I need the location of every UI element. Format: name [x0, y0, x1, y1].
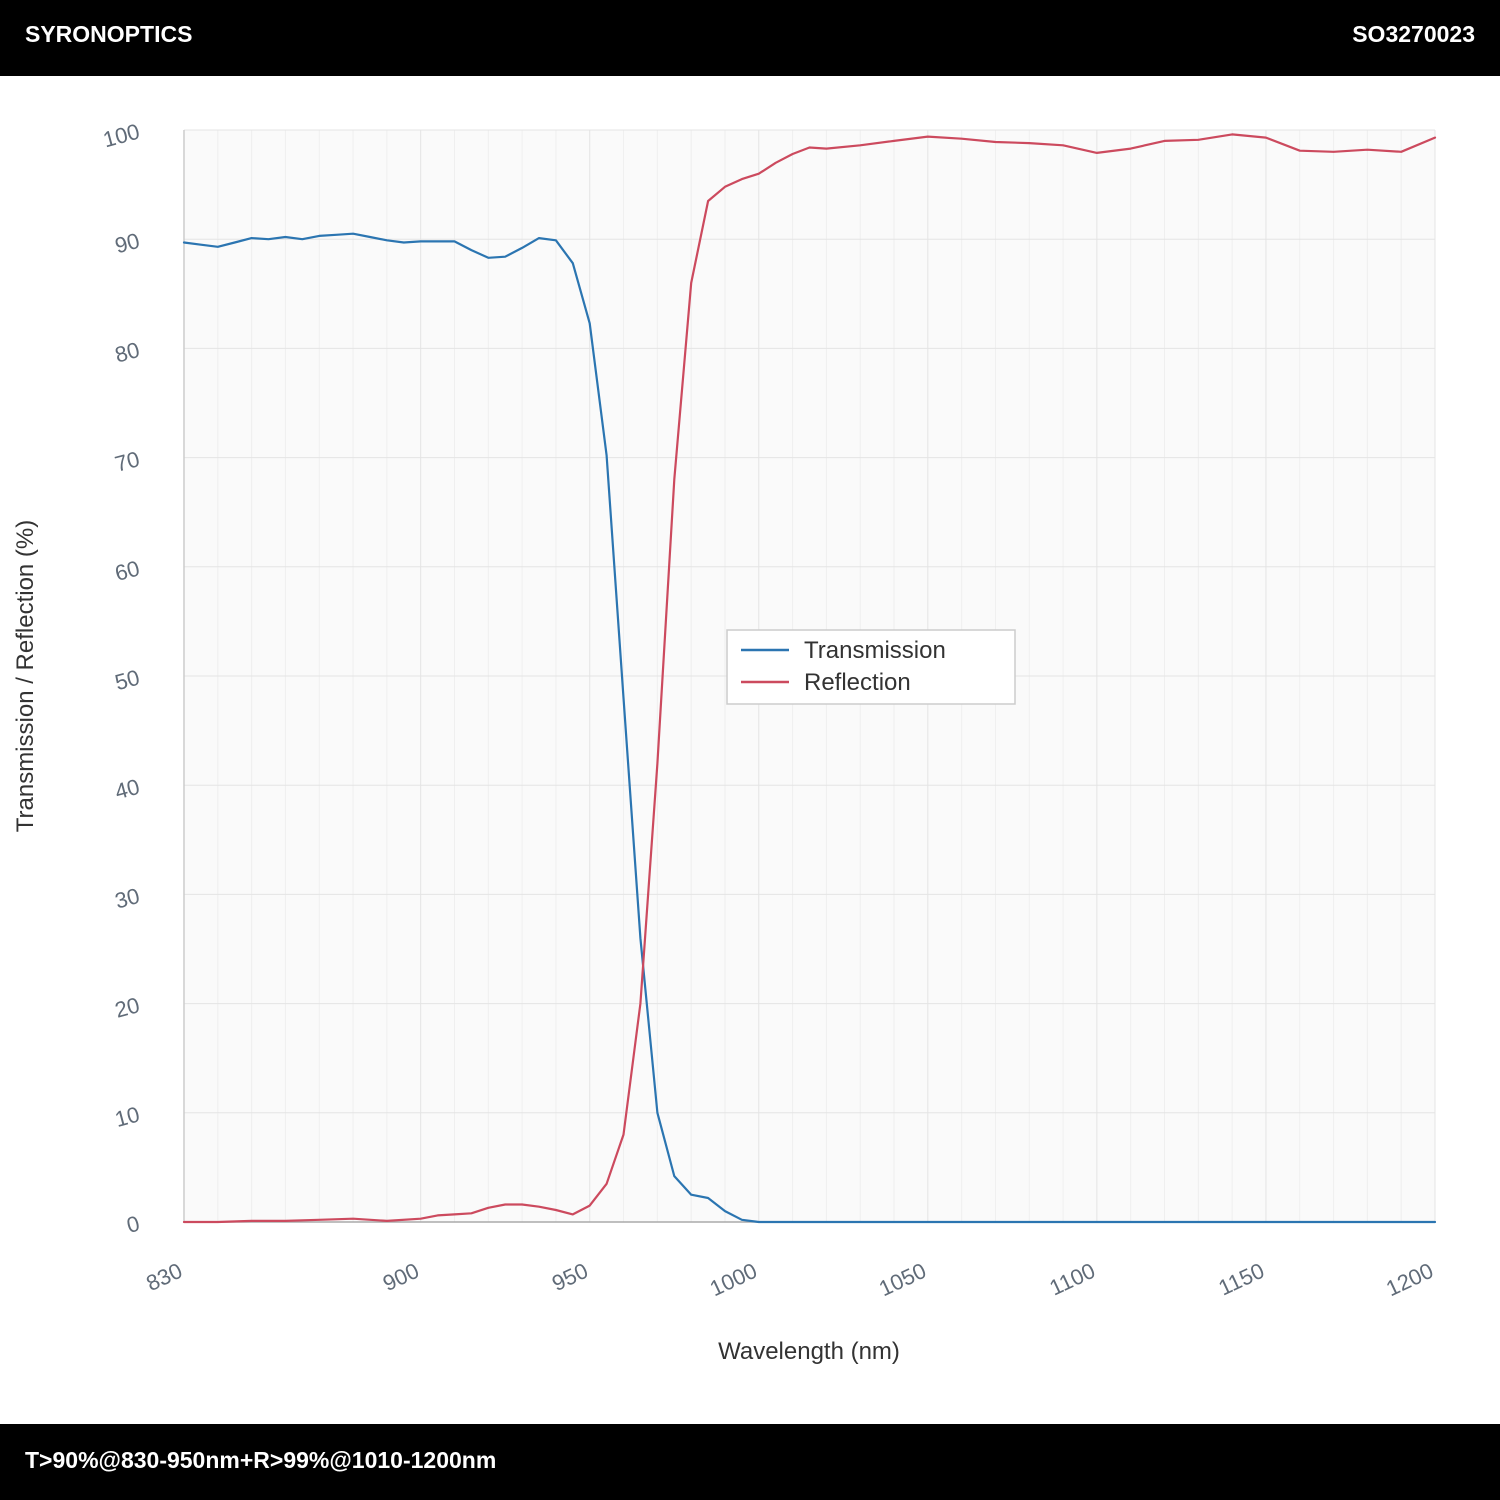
y-axis-label: Transmission / Reflection (%) [12, 520, 39, 833]
footer-bar: T>90%@830-950nm+R>99%@1010-1200nm [0, 1424, 1500, 1500]
series-line-transmission [182, 232, 1437, 1224]
y-tick-label: 100 [100, 119, 142, 153]
y-tick-label: 60 [112, 555, 142, 585]
legend-label-reflection: Reflection [804, 669, 911, 696]
y-tick-label: 80 [112, 337, 142, 367]
y-tick-label: 50 [112, 665, 142, 695]
x-tick-label: 1200 [1382, 1258, 1437, 1301]
x-tick-label: 1100 [1046, 1258, 1099, 1301]
y-tick-label: 30 [112, 883, 142, 913]
x-axis-label: Wavelength (nm) [718, 1338, 900, 1365]
header-bar: SYRONOPTICS SO3270023 [0, 0, 1500, 76]
y-tick-label: 0 [124, 1211, 142, 1238]
horizontal-gridlines [184, 129, 1435, 1114]
brand-name: SYRONOPTICS [25, 21, 193, 47]
y-tick-label: 10 [112, 1101, 142, 1131]
spectrum-chart: 0 10 20 30 40 50 60 70 80 90 100 830 900 950 1000 1050… [12, 119, 1437, 1365]
x-tick-label: 950 [548, 1258, 592, 1296]
product-code: SO3270023 [1352, 21, 1475, 47]
legend-label-transmission: Transmission [804, 637, 946, 664]
spec-text: T>90%@830-950nm+R>99%@1010-1200nm [25, 1447, 497, 1473]
series-line-reflection [182, 133, 1437, 1224]
y-tick-label: 70 [112, 446, 142, 476]
y-tick-label: 20 [112, 992, 142, 1022]
legend-box [726, 629, 1016, 705]
legend: Transmission Reflection [726, 629, 1016, 705]
y-tick-label: 90 [112, 228, 142, 258]
x-tick-label: 900 [379, 1258, 423, 1296]
x-tick-label: 830 [142, 1258, 186, 1296]
y-tick-label: 40 [112, 774, 142, 804]
x-tick-label: 1000 [706, 1258, 761, 1301]
x-tick-labels: 830 900 950 1000 1050 1100 1150 1200 [142, 1258, 1437, 1301]
x-tick-label: 1050 [875, 1258, 930, 1301]
x-tick-label: 1150 [1215, 1258, 1268, 1301]
series-lines [182, 133, 1437, 1224]
y-tick-labels: 0 10 20 30 40 50 60 70 80 90 100 [100, 119, 142, 1238]
